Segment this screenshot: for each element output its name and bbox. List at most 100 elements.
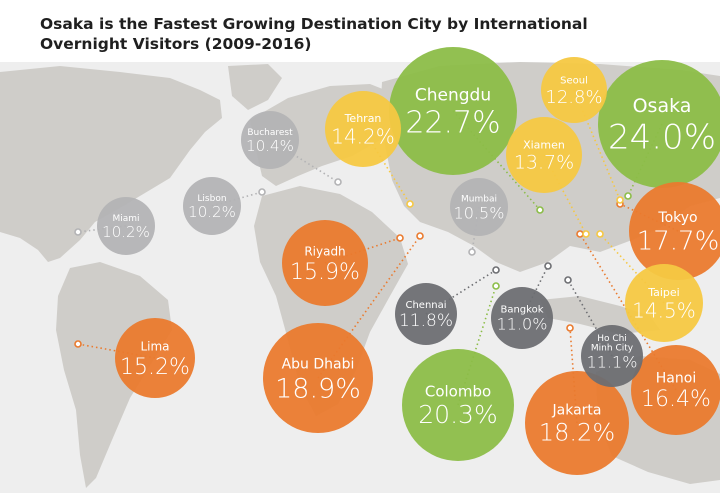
city-name-abu-dhabi: Abu Dhabi <box>282 357 355 373</box>
bubble-circle-abu-dhabi <box>263 323 373 433</box>
value-label-lima: 15.2% <box>120 355 190 380</box>
bubble-circle-mumbai <box>450 178 508 236</box>
value-label-ho-chi-minh-city: 11.1% <box>587 353 638 372</box>
location-marker-miami <box>74 228 82 236</box>
bubble-circle-miami <box>97 197 155 255</box>
location-marker-ho-chi-minh-city <box>564 276 572 284</box>
location-marker-colombo <box>492 282 500 290</box>
city-name-jakarta: Jakarta <box>552 403 602 419</box>
location-marker-taipei <box>596 230 604 238</box>
value-label-xiamen: 13.7% <box>514 152 574 174</box>
city-name-miami: Miami <box>112 214 139 224</box>
location-marker-chennai <box>492 266 500 274</box>
value-label-hanoi: 16.4% <box>641 387 711 412</box>
value-label-osaka: 24.0% <box>608 117 716 157</box>
bubble-circle-xiamen <box>506 117 582 193</box>
location-marker-seoul <box>616 196 624 204</box>
city-name-osaka: Osaka <box>633 95 692 117</box>
value-label-taipei: 14.5% <box>632 298 696 322</box>
bubble-lima: Lima 15.2% <box>115 318 195 398</box>
city-name-hanoi: Hanoi <box>656 370 696 386</box>
value-label-bangkok: 11.0% <box>497 315 548 334</box>
city-name-taipei: Taipei <box>647 286 680 299</box>
bubble-circle-lisbon <box>183 177 241 235</box>
connector-seoul <box>573 89 621 201</box>
value-label-jakarta: 18.2% <box>539 418 615 446</box>
bubble-circle-ho-chi-minh-city <box>581 325 643 387</box>
bubble-circle-taipei <box>625 264 703 342</box>
north-america-landmass <box>0 66 222 262</box>
title-line-2: Overnight Visitors (2009-2016) <box>40 35 312 53</box>
location-marker-chengdu <box>536 206 544 214</box>
location-marker-tehran <box>406 200 414 208</box>
value-label-colombo: 20.3% <box>418 400 497 429</box>
city-name-lisbon: Lisbon <box>197 194 226 204</box>
bubble-circle-bangkok <box>491 287 553 349</box>
city-name-ho-chi-minh-city: Ho Chi Minh City <box>591 334 634 353</box>
bubble-circle-chengdu <box>389 47 517 175</box>
bubble-circle-seoul <box>541 57 607 123</box>
city-name-bucharest: Bucharest <box>247 128 293 138</box>
bubble-circle-tokyo <box>629 182 720 280</box>
title-line-1: Osaka is the Fastest Growing Destination… <box>40 15 588 33</box>
bubble-circle-bucharest <box>241 111 299 169</box>
location-marker-abu-dhabi <box>416 232 424 240</box>
bubble-circle-lima <box>115 318 195 398</box>
bubble-circle-osaka <box>598 60 720 188</box>
bubble-circle-tehran <box>325 91 401 167</box>
bubble-circle-hanoi <box>631 345 720 435</box>
location-marker-lima <box>74 340 82 348</box>
city-name-xiamen: Xiamen <box>523 138 565 151</box>
city-name-lima: Lima <box>140 339 169 353</box>
city-name-seoul: Seoul <box>560 76 588 87</box>
value-label-riyadh: 15.9% <box>290 260 360 285</box>
value-label-miami: 10.2% <box>102 223 150 241</box>
city-name-bangkok: Bangkok <box>500 304 543 315</box>
value-label-mumbai: 10.5% <box>454 204 505 223</box>
value-label-tehran: 14.2% <box>331 124 395 148</box>
location-marker-bangkok <box>544 262 552 270</box>
location-marker-jakarta <box>566 324 574 332</box>
location-marker-xiamen <box>582 230 590 238</box>
bubble-circle-colombo <box>402 349 514 461</box>
bubble-circle-jakarta <box>525 371 629 475</box>
location-marker-osaka <box>624 192 632 200</box>
bubble-circle-chennai <box>395 283 457 345</box>
location-marker-bucharest <box>334 178 342 186</box>
location-marker-riyadh <box>396 234 404 242</box>
city-name-chennai: Chennai <box>405 300 446 311</box>
city-name-tokyo: Tokyo <box>657 210 697 226</box>
city-name-mumbai: Mumbai <box>461 194 497 204</box>
value-label-abu-dhabi: 18.9% <box>275 373 361 404</box>
value-label-chennai: 11.8% <box>399 311 453 331</box>
value-label-bucharest: 10.4% <box>246 137 294 155</box>
city-name-colombo: Colombo <box>425 382 491 400</box>
location-marker-lisbon <box>258 188 266 196</box>
value-label-lisbon: 10.2% <box>188 203 236 221</box>
connector-colombo <box>457 285 497 406</box>
city-name-chengdu: Chengdu <box>415 86 491 106</box>
value-label-chengdu: 22.7% <box>405 106 500 141</box>
city-name-riyadh: Riyadh <box>304 244 345 258</box>
value-label-seoul: 12.8% <box>545 87 602 108</box>
